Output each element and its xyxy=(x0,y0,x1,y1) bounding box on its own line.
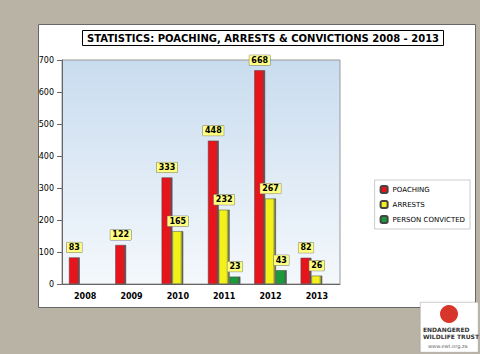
svg-text:333: 333 xyxy=(159,163,176,172)
svg-text:PERSON CONVICTED: PERSON CONVICTED xyxy=(393,216,465,224)
svg-text:600: 600 xyxy=(39,88,54,97)
svg-text:165: 165 xyxy=(169,217,186,226)
svg-text:23: 23 xyxy=(229,262,240,271)
svg-text:100: 100 xyxy=(39,248,54,257)
svg-text:26: 26 xyxy=(311,261,323,270)
svg-text:82: 82 xyxy=(300,243,311,252)
svg-text:122: 122 xyxy=(112,230,129,239)
svg-text:267: 267 xyxy=(262,184,279,193)
svg-text:2012: 2012 xyxy=(259,292,281,301)
svg-text:ARRESTS: ARRESTS xyxy=(393,201,426,209)
svg-text:2010: 2010 xyxy=(167,292,190,301)
svg-text:www.ewt.org.za: www.ewt.org.za xyxy=(428,343,468,350)
svg-text:WILDLIFE TRUST: WILDLIFE TRUST xyxy=(423,333,480,340)
svg-text:2011: 2011 xyxy=(213,292,236,301)
svg-text:700: 700 xyxy=(39,56,54,65)
svg-text:POACHING: POACHING xyxy=(393,186,430,194)
svg-text:300: 300 xyxy=(39,184,54,193)
svg-text:400: 400 xyxy=(39,152,54,161)
svg-text:448: 448 xyxy=(205,126,222,135)
svg-text:200: 200 xyxy=(39,216,54,225)
svg-text:STATISTICS: POACHING, ARRESTS: STATISTICS: POACHING, ARRESTS & CONVICTI… xyxy=(87,33,439,44)
svg-text:2013: 2013 xyxy=(306,292,328,301)
svg-text:ENDANGERED: ENDANGERED xyxy=(423,326,470,333)
svg-text:500: 500 xyxy=(39,120,54,129)
svg-text:2009: 2009 xyxy=(120,292,143,301)
svg-text:43: 43 xyxy=(276,256,287,265)
svg-text:2008: 2008 xyxy=(74,292,97,301)
svg-text:668: 668 xyxy=(251,56,268,65)
svg-text:83: 83 xyxy=(69,243,80,252)
svg-text:232: 232 xyxy=(216,195,233,204)
svg-text:0: 0 xyxy=(49,280,54,289)
